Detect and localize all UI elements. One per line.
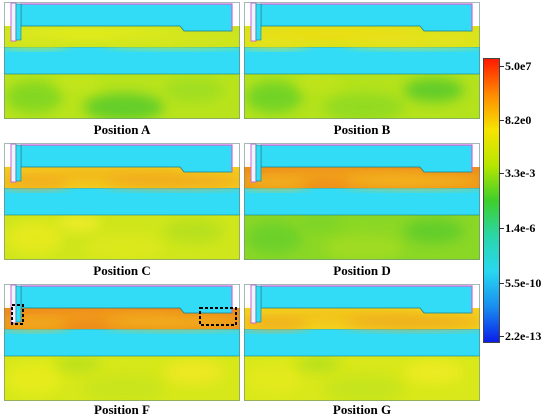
colorbar-label-4: 1.4e-6: [505, 221, 536, 235]
bottom-region: [244, 74, 480, 119]
colorbar: [483, 58, 500, 343]
colorbar-label-3: 3.3e-3: [505, 166, 536, 180]
caption-position-a: Position A: [93, 122, 151, 137]
middle-band: [4, 187, 240, 216]
annotation-box-left: [11, 304, 24, 325]
colorbar-label-min: 2.2e-13: [505, 329, 542, 343]
channel-region: [4, 308, 240, 329]
contour-plot-g: [244, 284, 480, 401]
contour-plot-b: [244, 2, 480, 119]
caption-position-g: Position G: [332, 402, 392, 417]
middle-band: [4, 328, 240, 357]
bottom-region: [4, 356, 240, 401]
contour-plot-a: [4, 2, 240, 119]
panel-position-c: [4, 143, 240, 260]
caption-position-b: Position B: [333, 122, 391, 137]
caption-position-d: Position D: [333, 263, 391, 278]
middle-band: [244, 187, 480, 216]
channel-region: [244, 26, 480, 47]
contour-plot-f: [4, 284, 240, 401]
colorbar-label-5: 5.5e-10: [505, 276, 542, 290]
caption-position-f: Position F: [94, 402, 150, 417]
middle-band: [244, 46, 480, 75]
panel-position-d: [244, 143, 480, 260]
inlet-probe: [10, 143, 17, 183]
contour-plot-c: [4, 143, 240, 260]
panel-position-f: [4, 284, 240, 401]
middle-band: [4, 46, 240, 75]
caption-position-c: Position C: [93, 263, 151, 278]
inlet-probe: [250, 143, 257, 183]
bottom-region: [4, 74, 240, 119]
panel-position-g: [244, 284, 480, 401]
channel-region: [244, 308, 480, 329]
inlet-probe: [250, 2, 257, 42]
annotation-box-right: [199, 307, 237, 326]
middle-band: [244, 328, 480, 357]
bottom-region: [244, 356, 480, 401]
panel-position-b: [244, 2, 480, 119]
colorbar-label-2: 8.2e0: [505, 113, 532, 127]
colorbar-label-max: 5.0e7: [505, 59, 532, 73]
inlet-probe: [250, 284, 257, 324]
panel-position-a: [4, 2, 240, 119]
inlet-probe: [10, 2, 17, 42]
bottom-region: [244, 215, 480, 260]
contour-plot-d: [244, 143, 480, 260]
bottom-region: [4, 215, 240, 260]
